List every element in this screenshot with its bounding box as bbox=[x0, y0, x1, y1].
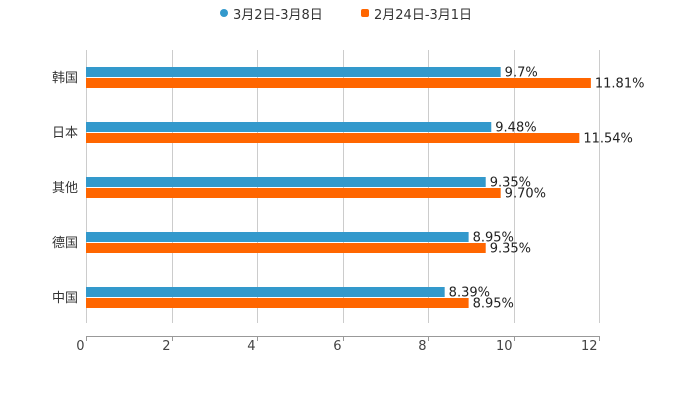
bar-value-label: 9.35% bbox=[490, 242, 531, 257]
legend-item-series-2[interactable]: 2月24日-3月1日 bbox=[361, 4, 473, 23]
bars bbox=[86, 67, 591, 308]
bar-series-1[interactable] bbox=[86, 67, 501, 77]
bar-value-label: 9.48% bbox=[495, 121, 536, 136]
bar-series-1[interactable] bbox=[86, 122, 492, 132]
bar-value-label: 11.81% bbox=[595, 77, 645, 92]
bar-series-1[interactable] bbox=[86, 232, 469, 242]
category-label: 日本 bbox=[52, 126, 78, 141]
value-labels: 9.7%11.81%9.48%11.54%9.35%9.70%8.95%9.35… bbox=[449, 66, 645, 312]
category-label: 韩国 bbox=[52, 71, 78, 86]
chart-legend: 3月2日-3月8日 2月24日-3月1日 bbox=[0, 4, 700, 23]
legend-marker-square-icon bbox=[361, 9, 369, 17]
x-tick-label: 6 bbox=[333, 339, 341, 354]
bar-value-label: 9.7% bbox=[505, 66, 538, 81]
legend-label: 3月2日-3月8日 bbox=[233, 7, 323, 23]
value-axis: 0 2 4 6 8 10 12 bbox=[76, 336, 600, 354]
x-tick-label: 8 bbox=[418, 339, 426, 354]
bar-series-2[interactable] bbox=[86, 188, 501, 198]
x-tick-label: 0 bbox=[76, 339, 84, 354]
bar-series-2[interactable] bbox=[86, 243, 486, 253]
x-tick-label: 12 bbox=[581, 339, 598, 354]
bar-value-label: 8.95% bbox=[473, 297, 514, 312]
x-tick-label: 10 bbox=[496, 339, 513, 354]
bar-value-label: 9.70% bbox=[505, 187, 546, 202]
bar-value-label: 11.54% bbox=[583, 132, 633, 147]
bar-value-label: 8.39% bbox=[449, 286, 490, 301]
bar-series-2[interactable] bbox=[86, 78, 591, 88]
bar-series-1[interactable] bbox=[86, 287, 445, 297]
bar-value-label: 8.95% bbox=[473, 231, 514, 246]
legend-item-series-1[interactable]: 3月2日-3月8日 bbox=[220, 4, 323, 23]
legend-marker-circle-icon bbox=[220, 9, 228, 17]
x-tick-label: 2 bbox=[162, 339, 170, 354]
bar-series-2[interactable] bbox=[86, 133, 580, 143]
x-tick-label: 4 bbox=[247, 339, 255, 354]
category-label: 其他 bbox=[52, 181, 78, 196]
bar-series-1[interactable] bbox=[86, 177, 486, 187]
bar-value-label: 9.35% bbox=[490, 176, 531, 191]
category-label: 德国 bbox=[52, 236, 78, 251]
legend-label: 2月24日-3月1日 bbox=[374, 7, 473, 23]
bar-series-2[interactable] bbox=[86, 298, 469, 308]
category-label: 中国 bbox=[52, 291, 78, 306]
